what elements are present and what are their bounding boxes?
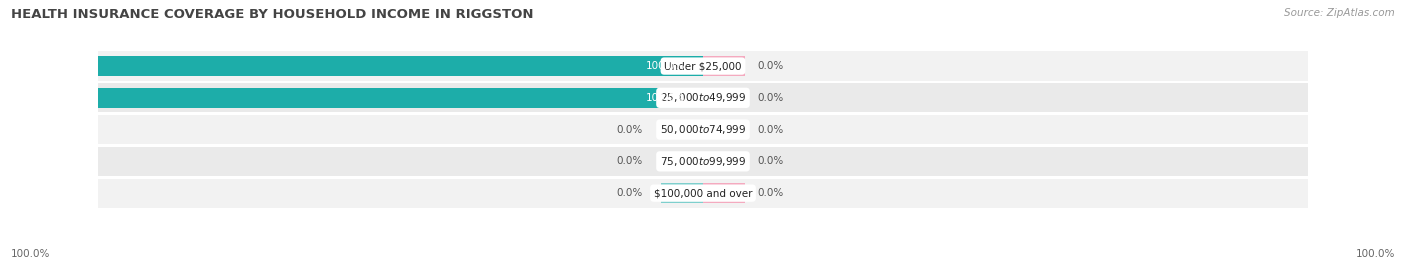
Bar [98, 115, 1308, 144]
Bar [98, 88, 703, 108]
Text: $100,000 and over: $100,000 and over [654, 188, 752, 198]
Bar [98, 147, 1308, 176]
Text: 100.0%: 100.0% [645, 61, 685, 71]
Text: 0.0%: 0.0% [616, 156, 643, 166]
Bar [98, 178, 1308, 208]
Text: 100.0%: 100.0% [645, 93, 685, 103]
Bar [661, 183, 703, 203]
Bar [703, 151, 745, 171]
Bar [661, 151, 703, 171]
Text: Source: ZipAtlas.com: Source: ZipAtlas.com [1284, 8, 1395, 18]
Text: 100.0%: 100.0% [1355, 249, 1395, 259]
Text: $25,000 to $49,999: $25,000 to $49,999 [659, 91, 747, 104]
Text: 0.0%: 0.0% [758, 93, 783, 103]
Bar [703, 56, 745, 76]
Bar [703, 120, 745, 139]
Bar [703, 88, 745, 108]
Text: $75,000 to $99,999: $75,000 to $99,999 [659, 155, 747, 168]
Text: 0.0%: 0.0% [758, 188, 783, 198]
Bar [98, 56, 703, 76]
Text: 0.0%: 0.0% [758, 61, 783, 71]
Bar [98, 83, 1308, 112]
Text: Under $25,000: Under $25,000 [664, 61, 742, 71]
Text: 0.0%: 0.0% [758, 156, 783, 166]
Text: 0.0%: 0.0% [616, 188, 643, 198]
Text: HEALTH INSURANCE COVERAGE BY HOUSEHOLD INCOME IN RIGGSTON: HEALTH INSURANCE COVERAGE BY HOUSEHOLD I… [11, 8, 534, 21]
Bar [703, 183, 745, 203]
Text: 100.0%: 100.0% [11, 249, 51, 259]
Text: $50,000 to $74,999: $50,000 to $74,999 [659, 123, 747, 136]
Text: 0.0%: 0.0% [758, 124, 783, 135]
Text: 0.0%: 0.0% [616, 124, 643, 135]
Bar [661, 120, 703, 139]
Bar [98, 52, 1308, 81]
